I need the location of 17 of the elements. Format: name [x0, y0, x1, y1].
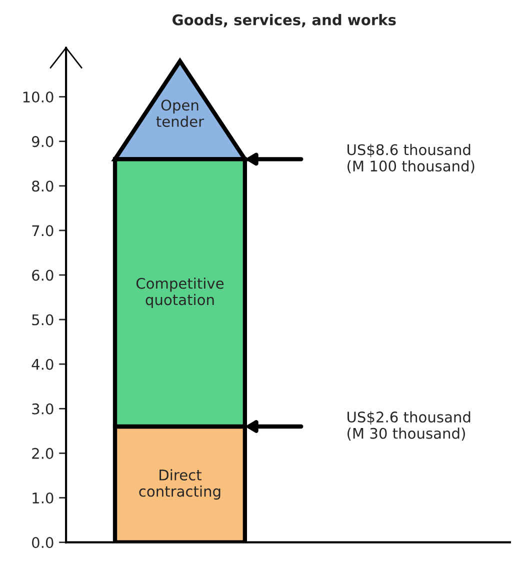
y-tick-label: 7.0	[32, 225, 54, 236]
y-tick-label: 1.0	[32, 492, 54, 504]
y-tick-label: 10.0	[23, 91, 54, 103]
annotation: Open tender	[156, 100, 204, 127]
y-tick-label: 2.0	[32, 448, 54, 459]
y-tick-label: 0.0	[32, 537, 54, 548]
y-tick-label: 9.0	[32, 136, 54, 148]
series-label: Direct contracting	[139, 469, 220, 500]
annotation: US$2.6 thousand (M 30 thousand)	[348, 411, 470, 441]
y-tick-label: 8.0	[32, 180, 54, 192]
chart-title: Goods, services, and works	[172, 14, 396, 28]
y-tick-label: 5.0	[32, 314, 54, 326]
y-tick-label: 4.0	[32, 358, 54, 370]
y-tick-label: 3.0	[32, 403, 54, 414]
y-tick-label: 6.0	[32, 270, 54, 281]
series-label: Competitive quotation	[136, 278, 224, 308]
annotation: US$8.6 thousand (M 100 thousand)	[348, 144, 474, 174]
